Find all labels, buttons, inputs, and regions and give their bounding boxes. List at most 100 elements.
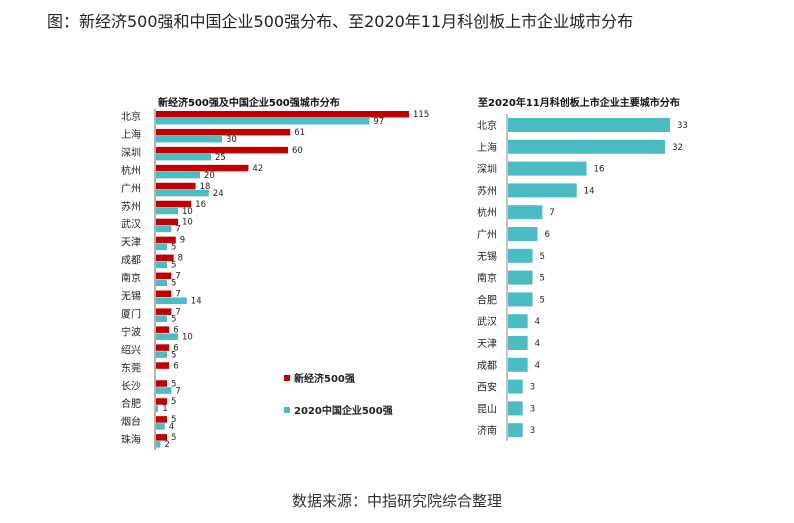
bar-china500 <box>156 171 200 179</box>
bar-china500 <box>156 135 222 143</box>
data-label: 14 <box>191 297 202 307</box>
figure-title: 图：新经济500强和中国企业500强分布、至2020年11月科创板上市企业城市分… <box>47 12 634 31</box>
data-label: 3 <box>530 426 535 436</box>
bar-new-economy <box>156 111 409 118</box>
bar-star-market <box>508 423 523 438</box>
right-category-label: 上海 <box>477 141 497 154</box>
bar-star-market <box>508 183 577 198</box>
bar-china500 <box>156 387 172 394</box>
data-label: 5 <box>540 295 545 305</box>
right-category-label: 无锡 <box>477 250 497 263</box>
bar-china500 <box>156 351 167 358</box>
left-category-label: 北京 <box>121 110 141 123</box>
data-label: 6 <box>173 343 178 353</box>
bar-new-economy <box>156 254 174 262</box>
bar-new-economy <box>156 182 196 190</box>
left-category-label: 合肥 <box>121 397 141 410</box>
bar-china500 <box>156 441 161 448</box>
data-label: 16 <box>594 165 605 175</box>
right-chart-title: 至2020年11月科创板上市企业主要城市分布 <box>478 96 680 109</box>
data-label: 7 <box>175 307 180 317</box>
bar-china500 <box>156 225 172 233</box>
data-label: 6 <box>544 230 549 240</box>
data-label: 14 <box>584 186 595 196</box>
bar-star-market <box>508 227 538 241</box>
data-label: 3 <box>530 404 535 414</box>
bar-new-economy <box>156 164 249 172</box>
bar-china500 <box>156 279 167 287</box>
right-category-label: 昆山 <box>477 403 497 415</box>
left-category-label: 成都 <box>121 255 141 267</box>
legend-swatch-new-economy <box>284 375 290 381</box>
data-label: 115 <box>413 110 429 120</box>
left-category-label: 苏州 <box>121 200 141 213</box>
bar-new-economy <box>156 200 192 208</box>
bar-star-market <box>508 401 523 416</box>
bar-star-market <box>508 118 670 132</box>
right-category-label: 合肥 <box>477 293 497 306</box>
left-category-label: 武汉 <box>121 218 141 231</box>
data-label: 5 <box>171 261 176 271</box>
bar-new-economy <box>156 146 288 154</box>
data-label: 30 <box>226 135 237 145</box>
data-label: 3 <box>530 383 535 393</box>
data-label: 1 <box>162 404 167 414</box>
bar-new-economy <box>156 272 172 280</box>
left-category-label: 深圳 <box>121 147 141 159</box>
left-category-label: 无锡 <box>121 290 141 303</box>
bar-star-market <box>508 314 528 329</box>
data-label: 33 <box>677 121 688 131</box>
bar-star-market <box>508 270 533 285</box>
bar-new-economy <box>156 398 167 405</box>
right-category-label: 西安 <box>477 381 497 394</box>
left-category-label: 宁波 <box>121 325 141 338</box>
right-category-label: 武汉 <box>477 315 497 328</box>
data-label: 97 <box>373 117 384 127</box>
bar-china500 <box>156 189 209 197</box>
source-note: 数据来源：中指研究院综合整理 <box>291 492 502 510</box>
data-label: 5 <box>171 243 176 253</box>
data-label: 5 <box>171 314 176 324</box>
data-label: 5 <box>171 379 176 389</box>
legend: 新经济500强 2020中国企业500强 <box>284 372 393 417</box>
right-category-label: 济南 <box>477 424 497 437</box>
bar-new-economy <box>156 416 167 423</box>
bar-new-economy <box>156 326 170 333</box>
bar-china500 <box>156 207 178 215</box>
data-label: 25 <box>215 153 226 163</box>
left-category-label: 厦门 <box>121 307 141 320</box>
data-label: 42 <box>252 164 263 174</box>
right-category-label: 成都 <box>477 360 497 372</box>
left-category-label: 长沙 <box>121 380 141 392</box>
data-label: 10 <box>182 218 193 228</box>
data-label: 16 <box>195 200 206 210</box>
bar-china500 <box>156 333 178 340</box>
bar-star-market <box>508 248 533 263</box>
right-category-label: 广州 <box>477 229 497 241</box>
right-category-label: 杭州 <box>477 206 497 219</box>
data-label: 4 <box>535 361 540 371</box>
data-label: 9 <box>180 236 185 246</box>
data-label: 7 <box>549 208 554 218</box>
data-label: 6 <box>173 361 178 371</box>
data-label: 20 <box>204 171 215 181</box>
legend-label-new-economy: 新经济500强 <box>294 372 355 385</box>
right-category-label: 苏州 <box>477 184 497 197</box>
data-label: 10 <box>182 207 193 217</box>
bar-new-economy <box>156 236 176 244</box>
bar-star-market <box>508 205 543 220</box>
left-chart-title: 新经济500强及中国企业500强城市分布 <box>158 96 340 109</box>
bar-new-economy <box>156 290 172 297</box>
bar-china500 <box>156 297 187 304</box>
data-label: 61 <box>294 128 305 138</box>
bar-new-economy <box>156 308 172 315</box>
bar-china500 <box>156 261 167 269</box>
data-label: 4 <box>535 317 540 327</box>
left-category-label: 天津 <box>121 237 141 249</box>
data-label: 7 <box>175 272 180 282</box>
left-category-label: 烟台 <box>121 415 141 428</box>
data-label: 7 <box>175 290 180 300</box>
right-category-label: 天津 <box>477 338 497 350</box>
